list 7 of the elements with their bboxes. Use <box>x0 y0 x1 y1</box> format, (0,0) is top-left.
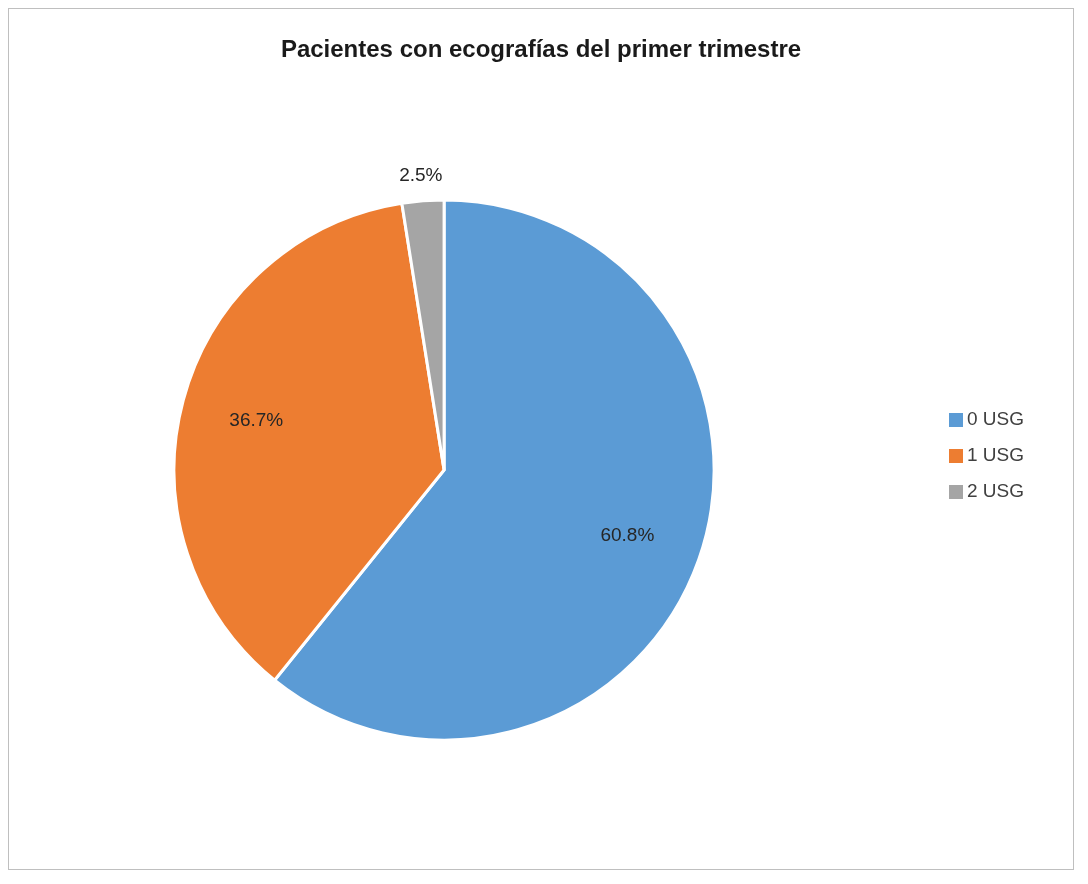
data-label: 36.7% <box>229 409 284 431</box>
legend-label: 2 USG <box>966 480 1024 501</box>
data-label: 60.8% <box>600 524 655 546</box>
chart-title: Pacientes con ecografías del primer trimestre <box>279 34 803 64</box>
legend-label: 1 USG <box>966 444 1024 465</box>
data-label: 2.5% <box>399 164 443 186</box>
legend-label: 0 USG <box>966 408 1024 429</box>
